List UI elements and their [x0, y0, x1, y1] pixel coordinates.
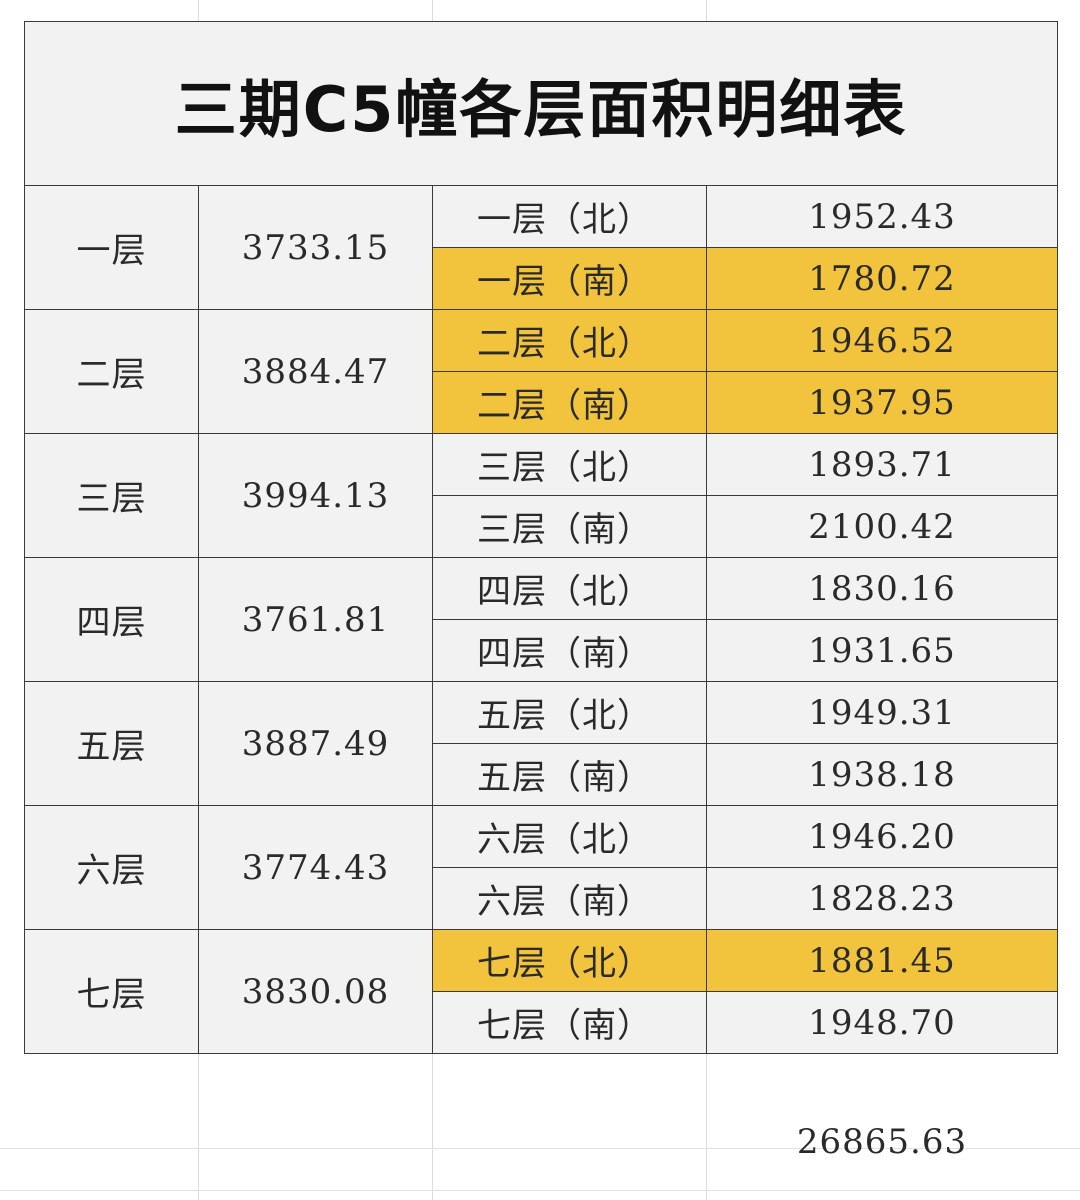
floor-name-cell[interactable]: 六层	[24, 805, 199, 930]
south-value-cell[interactable]: 1948.70	[705, 991, 1059, 1054]
floor-total-cell[interactable]: 3994.13	[198, 433, 433, 558]
floor-name-cell[interactable]: 一层	[24, 185, 199, 310]
north-label-cell[interactable]: 六层（北）	[432, 805, 707, 868]
floor-row-north: 五层 3887.49 五层（北） 1949.31	[24, 681, 1059, 806]
south-value-cell[interactable]: 1780.72	[705, 247, 1059, 310]
floor-row-north: 一层 3733.15 一层（北） 1952.43	[24, 185, 1059, 310]
floor-row-south: 六层（南） 1828.23	[25, 867, 1059, 930]
floor-row-north: 六层 3774.43 六层（北） 1946.20	[24, 805, 1059, 930]
south-label-cell[interactable]: 二层（南）	[432, 371, 707, 434]
title-row: 三期C5幢各层面积明细表	[23, 21, 1059, 186]
south-label-cell[interactable]: 五层（南）	[432, 743, 707, 806]
south-value-cell[interactable]: 1938.18	[705, 743, 1059, 806]
south-label-cell[interactable]: 七层（南）	[432, 991, 707, 1054]
floor-row-north: 二层 3884.47 二层（北） 1946.52	[24, 309, 1059, 434]
floor-row-north: 三层 3994.13 三层（北） 1893.71	[24, 433, 1059, 558]
north-label-cell[interactable]: 五层（北）	[432, 681, 707, 744]
floor-row-south: 二层（南） 1937.95	[25, 371, 1059, 434]
floor-name-cell[interactable]: 三层	[24, 433, 199, 558]
north-value-cell[interactable]: 1893.71	[705, 433, 1059, 496]
grid-line	[0, 1190, 1080, 1191]
south-value-cell[interactable]: 2100.42	[705, 495, 1059, 558]
floor-row-south: 五层（南） 1938.18	[25, 743, 1059, 806]
floor-total-cell[interactable]: 3733.15	[198, 185, 433, 310]
south-label-cell[interactable]: 一层（南）	[432, 247, 707, 310]
north-value-cell[interactable]: 1949.31	[705, 681, 1059, 744]
floor-row-south: 三层（南） 2100.42	[25, 495, 1059, 558]
floor-name-cell[interactable]: 二层	[24, 309, 199, 434]
south-label-cell[interactable]: 三层（南）	[432, 495, 707, 558]
south-value-cell[interactable]: 1828.23	[705, 867, 1059, 930]
floor-total-cell[interactable]: 3830.08	[198, 929, 433, 1054]
north-label-cell[interactable]: 一层（北）	[432, 185, 707, 248]
floor-row-south: 一层（南） 1780.72	[25, 247, 1059, 310]
north-label-cell[interactable]: 七层（北）	[432, 929, 707, 992]
floor-total-cell[interactable]: 3887.49	[198, 681, 433, 806]
floor-row-south: 四层（南） 1931.65	[25, 619, 1059, 682]
floor-row-north: 四层 3761.81 四层（北） 1830.16	[24, 557, 1059, 682]
south-label-cell[interactable]: 六层（南）	[432, 867, 707, 930]
north-value-cell[interactable]: 1946.52	[705, 309, 1059, 372]
floor-name-cell[interactable]: 七层	[24, 929, 199, 1054]
north-value-cell[interactable]: 1881.45	[705, 929, 1059, 992]
floor-total-cell[interactable]: 3884.47	[198, 309, 433, 434]
floor-total-cell[interactable]: 3774.43	[198, 805, 433, 930]
grid-line	[0, 1148, 1080, 1149]
area-table: 三期C5幢各层面积明细表 一层 3733.15 一层（北） 1952.43 一层（南） 1…	[23, 21, 1059, 1054]
south-label-cell[interactable]: 四层（南）	[432, 619, 707, 682]
floor-row-north: 七层 3830.08 七层（北） 1881.45	[24, 929, 1059, 1054]
north-label-cell[interactable]: 三层（北）	[432, 433, 707, 496]
floor-row-south: 七层（南） 1948.70	[25, 991, 1059, 1054]
south-value-cell[interactable]: 1931.65	[705, 619, 1059, 682]
north-label-cell[interactable]: 二层（北）	[432, 309, 707, 372]
sheet-title[interactable]: 三期C5幢各层面积明细表	[23, 21, 1059, 186]
floor-name-cell[interactable]: 四层	[24, 557, 199, 682]
floor-total-cell[interactable]: 3761.81	[198, 557, 433, 682]
total-row: 26865.63	[24, 1084, 1057, 1200]
north-value-cell[interactable]: 1946.20	[705, 805, 1059, 868]
north-value-cell[interactable]: 1830.16	[705, 557, 1059, 620]
floor-name-cell[interactable]: 五层	[24, 681, 199, 806]
north-value-cell[interactable]: 1952.43	[705, 185, 1059, 248]
north-label-cell[interactable]: 四层（北）	[432, 557, 707, 620]
grand-total-cell[interactable]: 26865.63	[796, 1122, 968, 1162]
south-value-cell[interactable]: 1937.95	[705, 371, 1059, 434]
